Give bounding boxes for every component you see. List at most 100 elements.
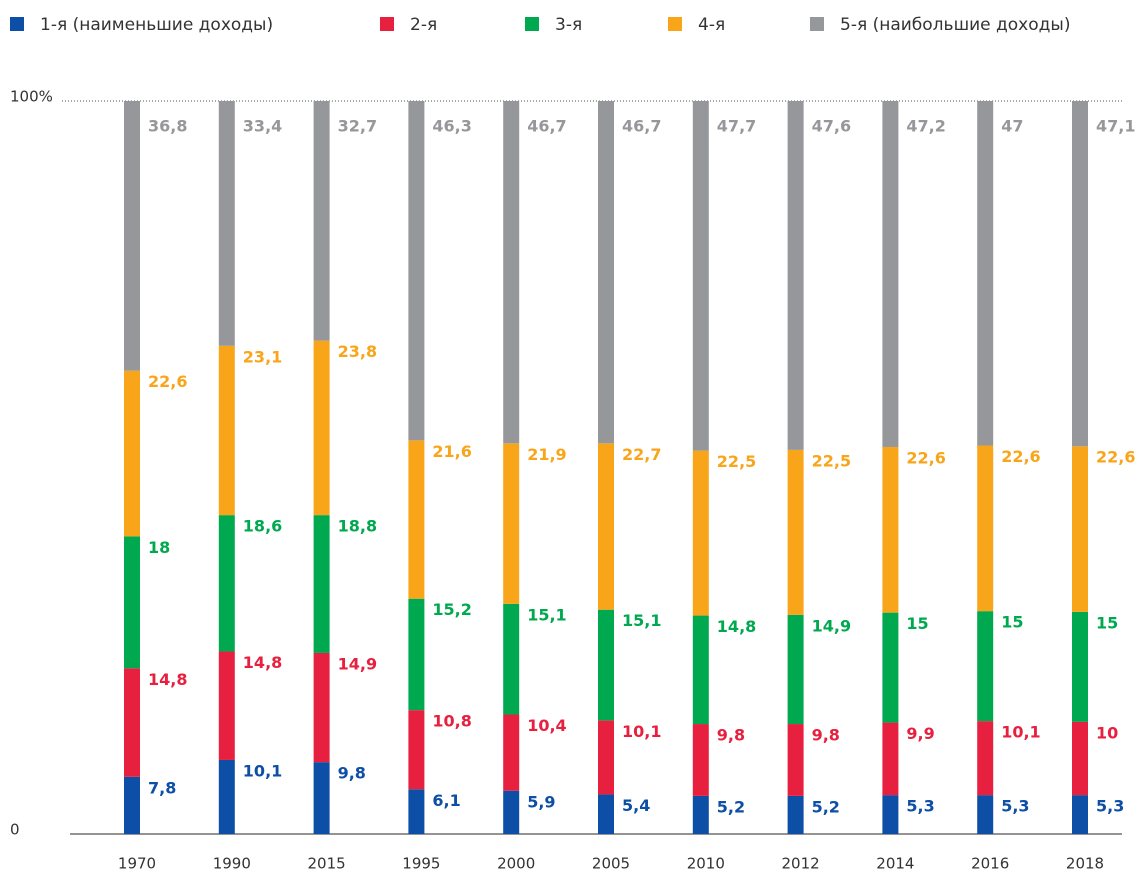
x-tick-label: 1990 bbox=[213, 855, 251, 873]
data-label: 5,3 bbox=[1001, 797, 1029, 816]
data-label: 5,4 bbox=[622, 796, 650, 815]
bar-segment bbox=[882, 612, 899, 723]
bar-segment bbox=[408, 789, 425, 834]
bar-segment bbox=[124, 776, 140, 834]
data-label: 5,3 bbox=[906, 797, 934, 816]
bar-segment bbox=[977, 611, 994, 722]
y-tick-label: 100% bbox=[10, 88, 53, 106]
data-label: 14,9 bbox=[338, 654, 377, 673]
bar-segment bbox=[408, 598, 425, 711]
bar-segment bbox=[218, 345, 235, 516]
bar-segment bbox=[218, 651, 235, 760]
data-label: 14,8 bbox=[717, 617, 756, 636]
bar-segment bbox=[977, 795, 994, 834]
bar-segment bbox=[124, 370, 140, 537]
x-tick-label: 2010 bbox=[687, 855, 725, 873]
legend-swatch bbox=[525, 17, 539, 31]
data-label: 22,6 bbox=[1096, 448, 1135, 467]
data-label: 47 bbox=[1001, 117, 1023, 136]
bar-segment bbox=[313, 652, 330, 763]
data-label: 15 bbox=[1001, 613, 1023, 632]
data-label: 22,7 bbox=[622, 445, 661, 464]
bar-segment bbox=[598, 794, 614, 834]
data-label: 22,5 bbox=[812, 451, 851, 470]
data-label: 47,1 bbox=[1096, 117, 1135, 136]
bar-segment bbox=[124, 101, 140, 371]
legend-swatch bbox=[668, 17, 682, 31]
data-label: 15,1 bbox=[527, 605, 566, 624]
legend-swatch bbox=[810, 17, 824, 31]
data-label: 9,8 bbox=[717, 726, 745, 745]
bar-segment bbox=[598, 720, 614, 795]
bar-segment bbox=[218, 101, 235, 346]
data-label: 10,1 bbox=[243, 761, 282, 780]
bar-segment bbox=[977, 101, 994, 446]
bar-segment bbox=[882, 722, 899, 796]
bar-segment bbox=[692, 615, 709, 725]
bar-segment bbox=[977, 721, 994, 796]
bar-segment bbox=[503, 101, 520, 444]
data-label: 47,7 bbox=[717, 117, 756, 136]
bar-segment bbox=[313, 101, 330, 341]
bar-segment bbox=[503, 443, 520, 604]
legend-label: 3-я bbox=[555, 15, 582, 35]
bar-segment bbox=[1072, 795, 1088, 834]
bar-segment bbox=[692, 724, 709, 796]
data-label: 10,4 bbox=[527, 716, 566, 735]
bar-segment bbox=[1072, 721, 1088, 796]
data-label: 23,8 bbox=[338, 342, 377, 361]
bar-segment bbox=[977, 445, 994, 612]
data-label: 14,8 bbox=[148, 670, 187, 689]
bar-segment bbox=[882, 101, 899, 447]
data-label: 10 bbox=[1096, 723, 1118, 742]
data-label: 22,5 bbox=[717, 452, 756, 471]
bar-segment bbox=[503, 714, 520, 791]
bar-segment bbox=[1072, 101, 1088, 447]
bar-segment bbox=[218, 515, 235, 652]
data-label: 18 bbox=[148, 538, 170, 557]
data-label: 5,9 bbox=[527, 792, 555, 811]
data-label: 22,6 bbox=[906, 448, 945, 467]
data-label: 14,8 bbox=[243, 653, 282, 672]
data-label: 10,1 bbox=[1001, 723, 1040, 742]
data-label: 33,4 bbox=[243, 117, 282, 136]
data-label: 22,6 bbox=[1001, 447, 1040, 466]
data-label: 9,8 bbox=[338, 764, 366, 783]
data-label: 47,2 bbox=[906, 117, 945, 136]
data-label: 32,7 bbox=[338, 117, 377, 136]
x-tick-label: 2018 bbox=[1066, 855, 1104, 873]
bar-segment bbox=[598, 443, 614, 610]
data-label: 15,1 bbox=[622, 611, 661, 630]
data-label: 21,9 bbox=[527, 445, 566, 464]
bar-segment bbox=[503, 603, 520, 715]
bar-segment bbox=[408, 710, 425, 790]
data-label: 9,8 bbox=[812, 726, 840, 745]
data-label: 36,8 bbox=[148, 117, 187, 136]
bar-segment bbox=[882, 446, 899, 613]
bar-segment bbox=[408, 101, 425, 441]
data-label: 10,1 bbox=[622, 722, 661, 741]
data-label: 46,7 bbox=[527, 117, 566, 136]
bar-segment bbox=[692, 450, 709, 616]
y-tick-label: 0 bbox=[10, 821, 20, 839]
x-tick-label: 2005 bbox=[592, 855, 630, 873]
data-label: 18,8 bbox=[338, 517, 377, 536]
bar-segment bbox=[1072, 611, 1088, 722]
legend-label: 4-я bbox=[698, 15, 725, 35]
data-label: 5,2 bbox=[812, 797, 840, 816]
bar-segment bbox=[787, 101, 804, 450]
x-tick-label: 2014 bbox=[876, 855, 914, 873]
bar-segment bbox=[218, 759, 235, 834]
data-label: 10,8 bbox=[432, 712, 471, 731]
x-tick-label: 1995 bbox=[402, 855, 440, 873]
bar-segment bbox=[1072, 446, 1088, 612]
bar-segment bbox=[692, 101, 709, 451]
x-tick-label: 2016 bbox=[971, 855, 1009, 873]
bar-segment bbox=[124, 668, 140, 777]
legend-label: 2-я bbox=[410, 15, 437, 35]
legend-label: 5-я (наибольшие доходы) bbox=[840, 15, 1070, 35]
x-tick-label: 2000 bbox=[497, 855, 535, 873]
bar-segment bbox=[598, 101, 614, 444]
bar-segment bbox=[882, 795, 899, 834]
